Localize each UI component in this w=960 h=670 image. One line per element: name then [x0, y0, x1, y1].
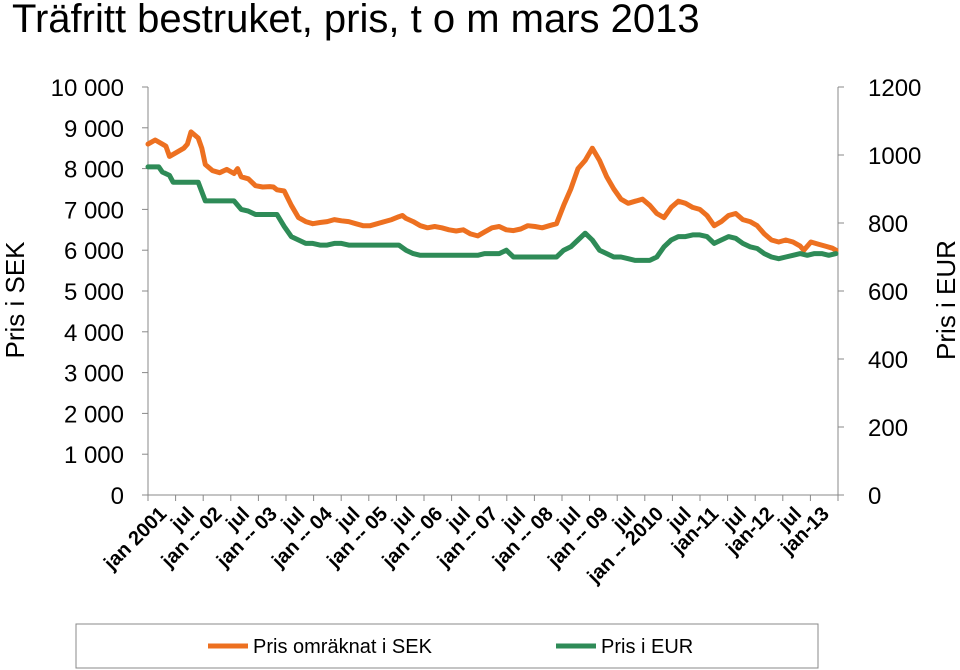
y-tick-label: 10 000	[51, 75, 124, 102]
y-tick-label: 4 000	[64, 320, 124, 347]
chart-title: Träfritt bestruket, pris, t o m mars 201…	[12, 0, 700, 41]
series-line-eur	[145, 164, 839, 263]
y2-tick-label: 200	[868, 415, 908, 442]
legend-label-sek: Pris omräknat i SEK	[253, 636, 433, 658]
y-tick-label: 7 000	[64, 197, 124, 224]
y2-tick-label: 400	[868, 347, 908, 374]
y2-axis-title: Pris i EUR	[931, 240, 960, 360]
legend: Pris omräknat i SEK Pris i EUR	[75, 623, 819, 669]
legend-label-eur: Pris i EUR	[601, 636, 693, 658]
y-tick-label: 5 000	[64, 279, 124, 306]
x-tick-label: jan 2001	[99, 503, 171, 575]
y-tick-label: 9 000	[64, 116, 124, 143]
y-tick-label: 3 000	[64, 361, 124, 388]
y-axis-title: Pris i SEK	[0, 241, 30, 359]
chart-lines	[145, 129, 839, 263]
legend-box	[75, 623, 819, 669]
y2-tick-label: 800	[868, 211, 908, 238]
y-tick-label: 6 000	[64, 238, 124, 265]
y-tick-label: 8 000	[64, 157, 124, 184]
y-tick-label: 2 000	[64, 401, 124, 428]
y-tick-label: 1 000	[64, 442, 124, 469]
y2-axis-ticks: 0 200 400 600 800 1000 1200	[868, 75, 921, 510]
y2-tick-label: 1000	[868, 143, 921, 170]
chart-axes	[142, 86, 844, 501]
y-tick-label: 0	[111, 483, 124, 510]
y2-tick-label: 0	[868, 483, 881, 510]
series-line-sek	[145, 129, 839, 253]
y2-tick-label: 1200	[868, 75, 921, 102]
y-axis-ticks: 0 1 000 2 000 3 000 4 000 5 000 6 000 7 000 8 00…	[51, 75, 124, 510]
y2-tick-label: 600	[868, 279, 908, 306]
